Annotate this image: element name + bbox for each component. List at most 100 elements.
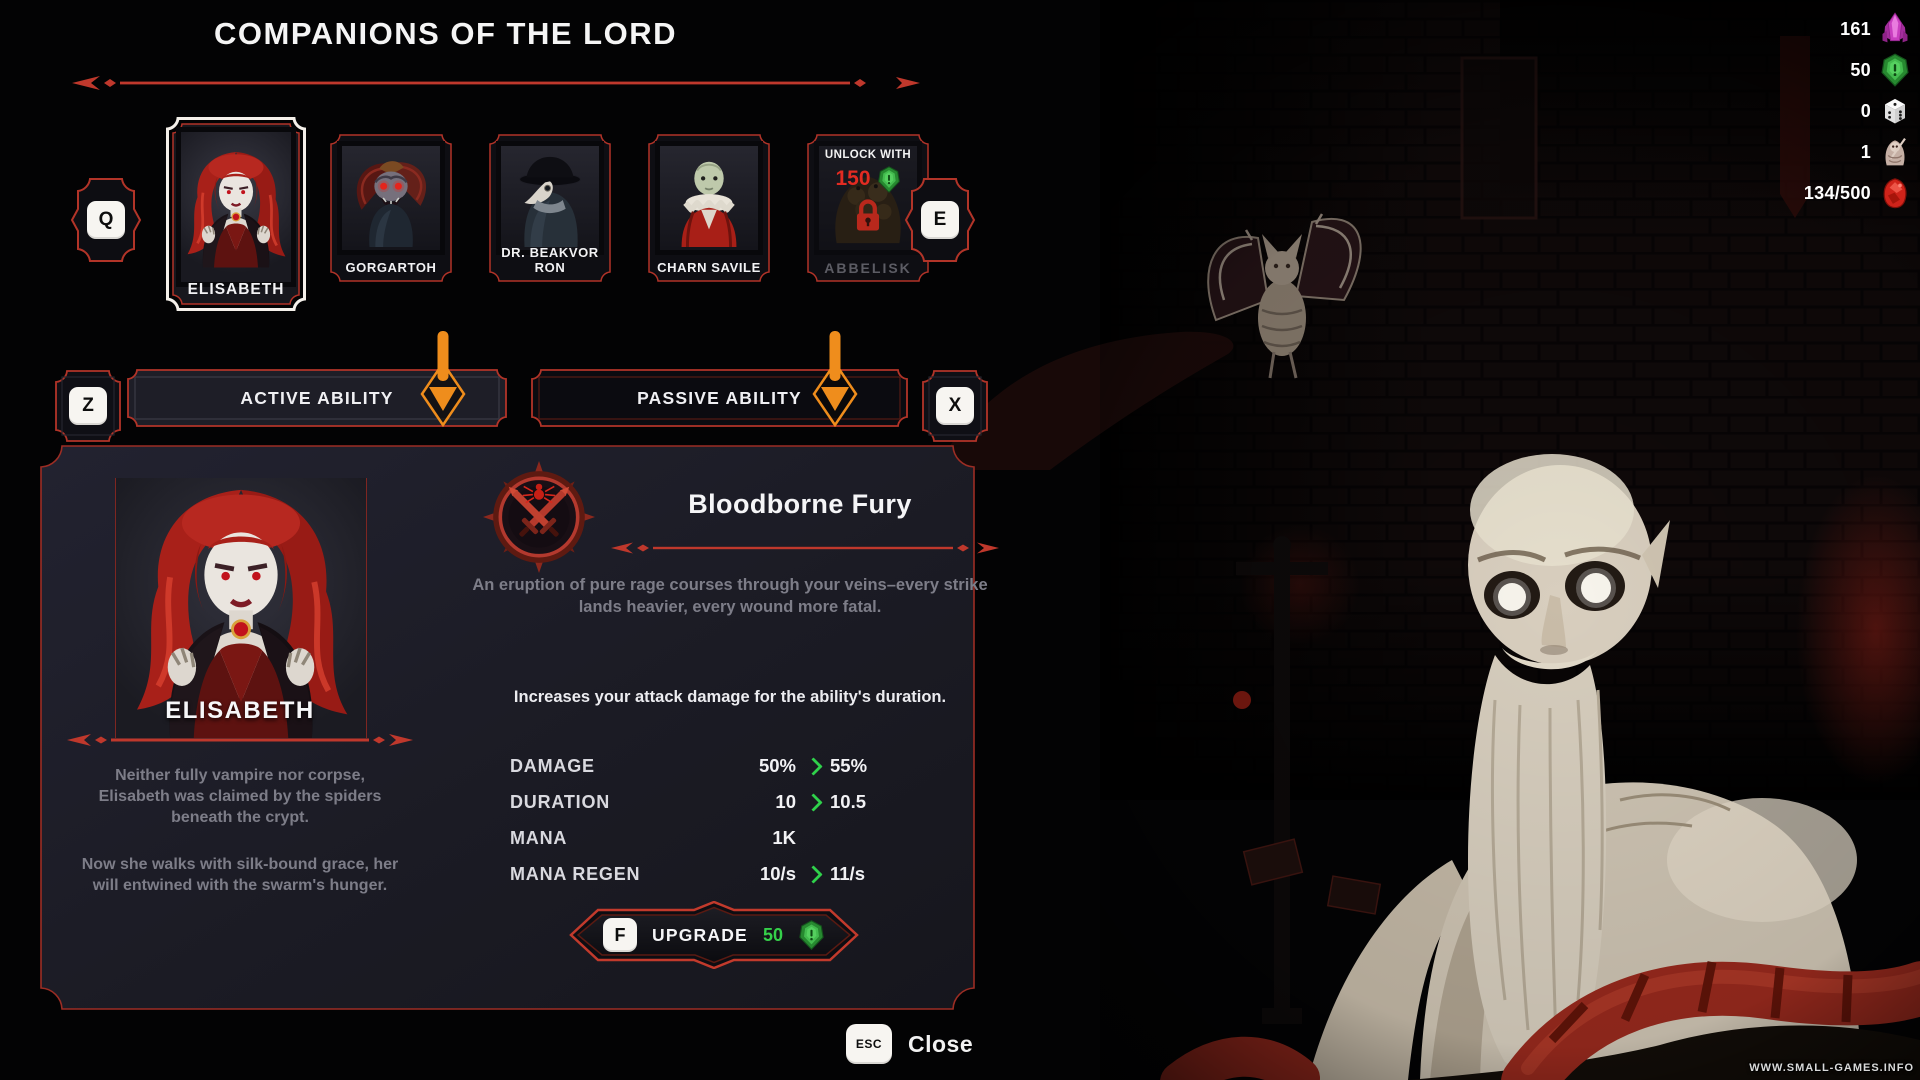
e-keycap: E (921, 201, 959, 239)
currency-row: 161 (1840, 12, 1910, 46)
key-hint-next[interactable]: E (904, 177, 976, 263)
title-divider-ornament (72, 76, 920, 90)
charn-portrait-art (660, 146, 758, 250)
tab-label: PASSIVE ABILITY (637, 387, 802, 408)
upgrade-arrow-icon (796, 756, 830, 776)
unlock-cost-value: 150 (835, 167, 871, 191)
pink-crystal-icon (1880, 12, 1910, 46)
f-keycap: F (603, 918, 638, 952)
stat-current-value: 10 (775, 791, 796, 812)
currency-value: 134/500 (1803, 182, 1871, 203)
companion-card-charn-savile[interactable]: CHARN SAVILE (648, 134, 770, 282)
z-keycap: Z (69, 387, 107, 425)
lock-icon (856, 199, 880, 231)
tab-label: ACTIVE ABILITY (240, 387, 394, 408)
lore-paragraph: Neither fully vampire nor corpse, Elisab… (98, 767, 382, 827)
companion-name: GORGARTOH (345, 260, 437, 276)
dice-icon (1880, 96, 1910, 126)
currency-row: 50 (1850, 53, 1910, 87)
companion-card-dr-beakvor-ron[interactable]: DR. BEAKVOR RON (489, 134, 611, 282)
watermark: WWW.SMALL-GAMES.INFO (1749, 1062, 1914, 1074)
stat-row: MANA REGEN 10/s 11/s (510, 856, 902, 892)
ability-name: Bloodborne Fury (688, 489, 912, 519)
currency-value: 50 (1850, 59, 1871, 80)
stat-label: MANA (510, 827, 568, 848)
beakvor-portrait-art (501, 146, 599, 250)
ability-icon (483, 461, 595, 573)
unlock-label: UNLOCK WITH (824, 149, 912, 161)
ability-divider-ornament (611, 542, 999, 554)
stat-label: DAMAGE (510, 755, 595, 776)
green-gem-icon (877, 166, 901, 193)
ability-effect: Increases your attack damage for the abi… (513, 688, 947, 706)
stat-row: MANA 1K (510, 820, 902, 856)
companion-portrait (337, 141, 445, 255)
companion-name: ABBELISK (824, 259, 912, 276)
tab-frame (127, 369, 507, 427)
tab-passive-ability[interactable]: PASSIVE ABILITY (531, 369, 908, 427)
key-hint-prev[interactable]: Q (70, 177, 142, 263)
companion-name: DR. BEAKVOR RON (501, 245, 599, 276)
companion-lore: Neither fully vampire nor corpse, Elisab… (78, 765, 402, 923)
x-keycap: X (936, 387, 974, 425)
companion-portrait (655, 141, 763, 255)
unlock-cost: 150 (807, 166, 929, 193)
bone-figure-icon (1880, 135, 1910, 169)
companion-name: CHARN SAVILE (657, 260, 761, 276)
passive-tab-arrow-indicator (812, 331, 858, 427)
upgrade-arrow-icon (796, 864, 830, 884)
esc-keycap: ESC (846, 1024, 892, 1064)
selected-companion-portrait (115, 478, 367, 738)
lore-paragraph: Now she walks with silk-bound grace, her… (81, 856, 399, 895)
key-hint-passive-tab[interactable]: X (922, 370, 988, 442)
stat-label: MANA REGEN (510, 863, 641, 884)
companion-name: ELISABETH (187, 281, 285, 299)
stat-next-value: 10.5 (830, 791, 867, 812)
stat-next-value: 55% (830, 755, 868, 776)
ability-description: An eruption of pure rage courses through… (472, 576, 988, 616)
ability-stats-table: DAMAGE 50% 55% DURATION 10 10.5 MANA 1K … (510, 748, 902, 892)
portrait-divider-ornament (67, 734, 413, 746)
currency-value: 0 (1860, 100, 1871, 121)
key-hint-active-tab[interactable]: Z (55, 370, 121, 442)
companion-portrait (496, 141, 604, 255)
stat-next-value: 11/s (830, 863, 865, 884)
elisabeth-portrait-art (181, 132, 291, 282)
stat-row: DURATION 10 10.5 (510, 784, 902, 820)
stat-label: DURATION (510, 791, 611, 812)
green-gem-icon (1880, 53, 1910, 87)
companion-card-gorgartoh[interactable]: GORGARTOH (330, 134, 452, 282)
q-keycap: Q (87, 201, 125, 239)
selected-companion-name: ELISABETH (165, 697, 315, 724)
currency-value: 1 (1860, 141, 1871, 162)
detail-panel: ELISABETH Neither fully vampire nor corp… (40, 445, 999, 1010)
upgrade-label: UPGRADE (652, 924, 748, 945)
currency-row: 1 (1861, 135, 1910, 169)
green-gem-icon (798, 920, 825, 950)
currency-row: 134/500 (1804, 176, 1910, 210)
tab-active-ability[interactable]: ACTIVE ABILITY (127, 369, 507, 427)
upgrade-cost-value: 50 (762, 924, 783, 945)
stat-current-value: 10/s (759, 863, 796, 884)
active-tab-arrow-indicator (420, 331, 466, 427)
gorgartoh-portrait-art (342, 146, 440, 250)
companion-portrait (176, 127, 296, 287)
close-button[interactable]: ESC Close (846, 1024, 973, 1064)
currency-hud: 161 50 0 1 134/500 (1804, 12, 1910, 210)
stat-current-value: 1K (772, 827, 796, 848)
red-crystal-icon (1880, 176, 1910, 210)
currency-row: 0 (1861, 94, 1910, 128)
currency-value: 161 (1840, 18, 1871, 39)
upgrade-button[interactable]: F UPGRADE 50 (568, 901, 860, 969)
upgrade-arrow-icon (796, 792, 830, 812)
stat-current-value: 50% (758, 755, 796, 776)
tab-frame (531, 369, 908, 427)
stat-row: DAMAGE 50% 55% (510, 748, 902, 784)
upgrade-button-frame (569, 901, 859, 969)
unlock-overlay: UNLOCK WITH 150 (807, 134, 929, 282)
companion-card-elisabeth[interactable]: ELISABETH (166, 117, 306, 311)
close-label: Close (908, 1030, 974, 1057)
page-title: COMPANIONS OF THE LORD (214, 16, 677, 51)
